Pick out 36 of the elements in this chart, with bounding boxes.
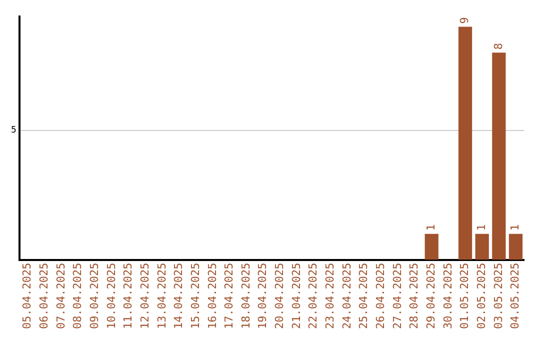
x-tick-label: 17.04.2025 — [222, 262, 236, 330]
data-label: 1 — [474, 224, 488, 231]
x-tick-label: 16.04.2025 — [206, 262, 219, 330]
x-tick-label: 11.04.2025 — [122, 262, 135, 330]
x-tick-label: 21.04.2025 — [290, 262, 303, 330]
x-tick-label: 22.04.2025 — [306, 262, 320, 330]
x-tick-label: 02.05.2025 — [474, 262, 488, 330]
x-tick-label: 01.05.2025 — [458, 262, 472, 330]
x-tick-label: 08.04.2025 — [71, 262, 84, 330]
x-tick-label: 06.04.2025 — [38, 262, 51, 330]
x-tick-label: 28.04.2025 — [408, 262, 421, 330]
data-label: 8 — [492, 43, 505, 50]
x-tick-label: 18.04.2025 — [239, 262, 252, 330]
data-label: 1 — [508, 224, 522, 231]
x-tick-label: 13.04.2025 — [155, 262, 168, 330]
x-tick-label: 26.04.2025 — [374, 262, 387, 330]
x-tick-label: 14.04.2025 — [172, 262, 186, 330]
x-tick-label: 12.04.2025 — [138, 262, 152, 330]
x-tick-label: 09.04.2025 — [88, 262, 101, 330]
x-tick-label: 19.04.2025 — [256, 262, 270, 330]
x-tick-label: 24.04.2025 — [340, 262, 354, 330]
y-tick-label: 5 — [10, 126, 16, 136]
data-label: 1 — [424, 224, 438, 231]
x-tick-label: 25.04.2025 — [357, 262, 370, 330]
x-tick-label: 23.04.2025 — [324, 262, 337, 330]
x-tick-label: 10.04.2025 — [104, 262, 118, 330]
x-tick-label: 30.04.2025 — [441, 262, 454, 330]
x-tick-label: 27.04.2025 — [390, 262, 404, 330]
x-tick-label: 07.04.2025 — [54, 262, 68, 330]
x-tick-label: 04.05.2025 — [508, 262, 522, 330]
x-tick-label: 29.04.2025 — [424, 262, 438, 330]
x-tick-label: 20.04.2025 — [273, 262, 286, 330]
x-tick-label: 15.04.2025 — [188, 262, 202, 330]
x-tick-label: 05.04.2025 — [20, 262, 34, 330]
x-tick-label: 03.05.2025 — [492, 262, 505, 330]
data-label: 9 — [458, 17, 472, 24]
